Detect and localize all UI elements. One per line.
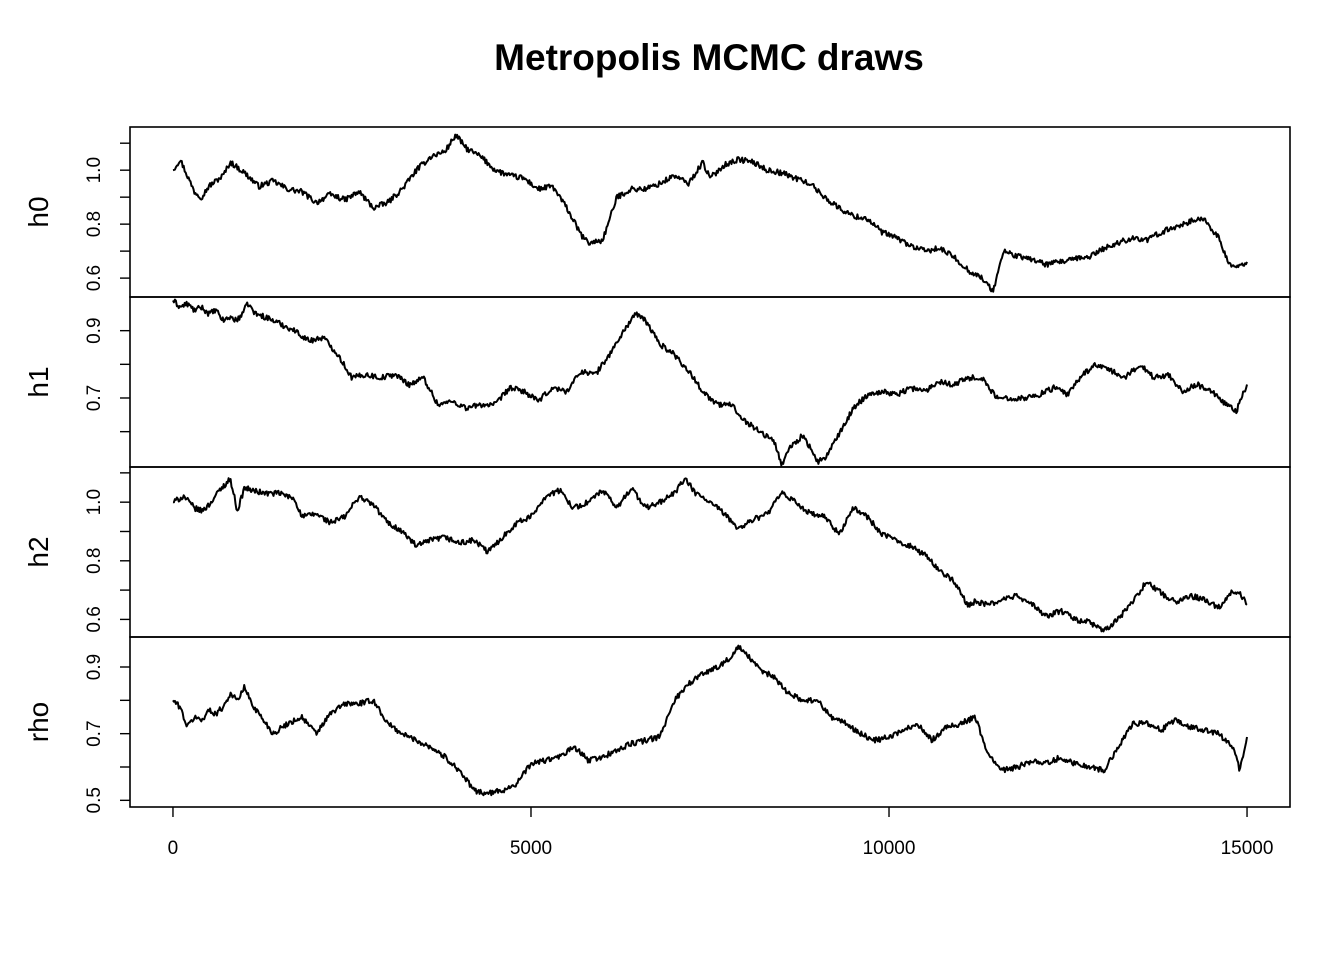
y-tick-label-h2: 0.6 <box>84 606 105 632</box>
y-tick-label-rho: 0.5 <box>84 787 105 813</box>
panel-h0: 0.6 0.8 1.0 h0 <box>23 126 1291 298</box>
trace-line-h0 <box>172 133 1248 293</box>
trace-line-h1 <box>172 298 1248 467</box>
x-tick-label: 15000 <box>1221 838 1274 859</box>
x-tick-label: 5000 <box>510 838 552 859</box>
y-tick-label-rho: 0.7 <box>84 720 105 746</box>
y-tick-label-h2: 1.0 <box>84 489 105 515</box>
panel-h1: 0.7 0.9 h1 <box>23 296 1291 468</box>
panel-rho: 0.5 0.7 0.9 rho <box>23 636 1291 814</box>
panel-frame-h1 <box>129 296 1291 468</box>
panel-h2: 0.6 0.8 1.0 h2 <box>23 466 1291 638</box>
y-tick-label-h0: 1.0 <box>84 157 105 183</box>
x-tick-label: 10000 <box>863 838 916 859</box>
y-axis-label-rho: rho <box>23 702 54 742</box>
trace-panels: 0.6 0.8 1.0 h0 0.7 0.9 h1 0.6 0.8 1.0 h2 0.5 0.7 0.9 r… <box>23 126 1291 814</box>
trace-line-h2 <box>172 477 1248 633</box>
y-tick-label-h1: 0.7 <box>84 385 105 411</box>
panel-frame-h2 <box>129 466 1291 638</box>
x-axis: 0 5000 10000 15000 <box>168 807 1274 859</box>
y-tick-label-rho: 0.9 <box>84 654 105 680</box>
panel-frame-h0 <box>129 126 1291 298</box>
y-tick-label-h2: 0.8 <box>84 548 105 574</box>
panel-frame-rho <box>129 636 1291 808</box>
chart-title: Metropolis MCMC draws <box>494 37 924 78</box>
y-axis-label-h1: h1 <box>23 366 54 397</box>
y-axis-label-h2: h2 <box>23 536 54 567</box>
trace-line-rho <box>172 644 1248 797</box>
y-tick-label-h0: 0.6 <box>84 265 105 291</box>
y-tick-label-h0: 0.8 <box>84 211 105 237</box>
y-axis-label-h0: h0 <box>23 196 54 227</box>
y-tick-label-h1: 0.9 <box>84 317 105 343</box>
x-tick-label: 0 <box>168 838 179 859</box>
